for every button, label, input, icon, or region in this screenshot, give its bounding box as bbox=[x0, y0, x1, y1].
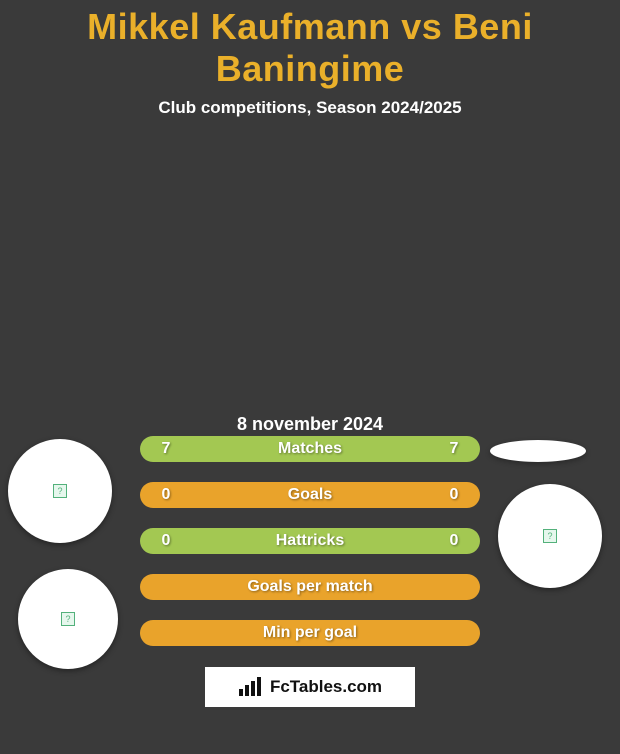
player1-club-circle: ? bbox=[18, 569, 118, 669]
stat-right-value: 0 bbox=[442, 532, 466, 550]
stat-row-matches: 7Matches7 bbox=[140, 436, 480, 462]
image-placeholder-icon: ? bbox=[543, 529, 557, 543]
stat-label: Matches bbox=[178, 440, 442, 458]
player2-avatar-circle: ? bbox=[498, 484, 602, 588]
stat-left-value: 0 bbox=[154, 532, 178, 550]
stat-right-value: 7 bbox=[442, 440, 466, 458]
stat-label: Goals per match bbox=[178, 578, 442, 596]
decorative-ellipse bbox=[490, 440, 586, 462]
stat-row-goals: 0Goals0 bbox=[140, 482, 480, 508]
stat-label: Goals bbox=[178, 486, 442, 504]
player1-avatar-circle: ? bbox=[8, 439, 112, 543]
stat-label: Hattricks bbox=[178, 532, 442, 550]
date-text: 8 november 2024 bbox=[0, 414, 620, 435]
bars-chart-icon bbox=[238, 677, 264, 697]
vs-text: vs bbox=[401, 6, 442, 47]
player1-name: Mikkel Kaufmann bbox=[87, 6, 391, 47]
comparison-area: ? ? ? 7Matches70Goals00Hattricks0Goals p… bbox=[0, 414, 620, 754]
stat-row-hattricks: 0Hattricks0 bbox=[140, 528, 480, 554]
image-placeholder-icon: ? bbox=[53, 484, 67, 498]
stat-row-min-per-goal: Min per goal bbox=[140, 620, 480, 646]
stat-bars: 7Matches70Goals00Hattricks0Goals per mat… bbox=[140, 436, 480, 666]
stat-left-value: 0 bbox=[154, 486, 178, 504]
brand-box: FcTables.com bbox=[205, 667, 415, 707]
stat-left-value: 7 bbox=[154, 440, 178, 458]
stat-right-value: 0 bbox=[442, 486, 466, 504]
subtitle: Club competitions, Season 2024/2025 bbox=[0, 98, 620, 118]
stat-label: Min per goal bbox=[178, 624, 442, 642]
image-placeholder-icon: ? bbox=[61, 612, 75, 626]
brand-text: FcTables.com bbox=[270, 677, 382, 697]
comparison-title: Mikkel Kaufmann vs Beni Baningime bbox=[0, 0, 620, 90]
stat-row-goals-per-match: Goals per match bbox=[140, 574, 480, 600]
